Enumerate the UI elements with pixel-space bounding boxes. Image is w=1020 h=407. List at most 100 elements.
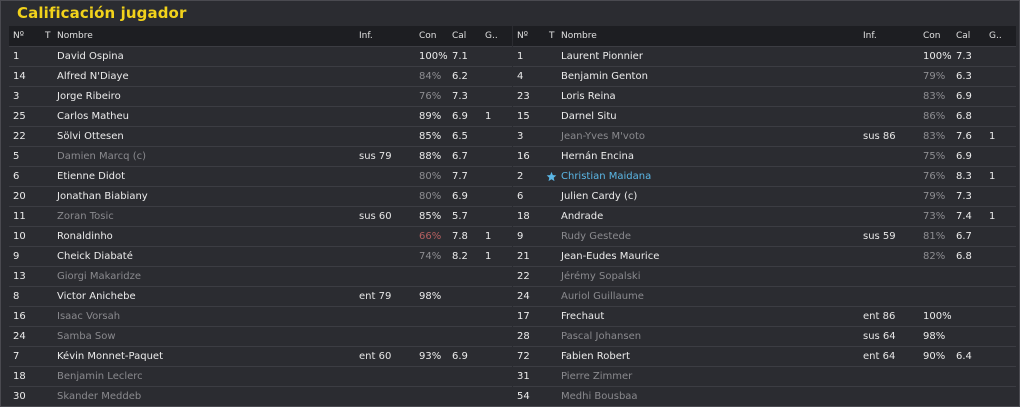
player-name[interactable]: Fabien Robert — [561, 351, 630, 362]
player-row[interactable]: 1 David Ospina 100% 7.1 — [9, 46, 512, 66]
col-header-cal[interactable]: Cal — [956, 31, 971, 41]
player-row[interactable]: 9 Cheick Diabaté 74% 8.2 1 — [9, 246, 512, 266]
player-name[interactable]: Jorge Ribeiro — [57, 91, 121, 102]
col-header-number[interactable]: Nº — [13, 31, 24, 41]
player-rating: 6.9 — [452, 111, 468, 122]
col-header-inf[interactable]: Inf. — [863, 31, 877, 41]
player-condition: 84% — [419, 71, 442, 82]
player-name[interactable]: Carlos Matheu — [57, 111, 130, 122]
player-row[interactable]: 20 Jonathan Biabiany 80% 6.9 — [9, 186, 512, 206]
player-name[interactable]: David Ospina — [57, 51, 124, 62]
player-name[interactable]: Laurent Pionnier — [561, 51, 643, 62]
player-row[interactable]: 24 Auriol Guillaume — [513, 286, 1016, 306]
player-number: 9 — [517, 231, 524, 242]
player-name[interactable]: Medhi Bousbaa — [561, 391, 638, 402]
player-number: 23 — [517, 91, 530, 102]
col-header-t[interactable]: T — [45, 31, 51, 41]
player-row[interactable]: 16 Hernán Encina 75% 6.9 — [513, 146, 1016, 166]
player-row[interactable]: 3 Jorge Ribeiro 76% 7.3 — [9, 86, 512, 106]
player-name[interactable]: Etienne Didot — [57, 171, 126, 182]
player-name[interactable]: Ronaldinho — [57, 231, 113, 242]
player-row[interactable]: 22 Sölvi Ottesen 85% 6.5 — [9, 126, 512, 146]
player-name[interactable]: Victor Anichebe — [57, 291, 136, 302]
player-name[interactable]: Frechaut — [561, 311, 605, 322]
player-name[interactable]: Darnel Situ — [561, 111, 617, 122]
player-row[interactable]: 28 Pascal Johansen sus 64 98% — [513, 326, 1016, 346]
col-header-name[interactable]: Nombre — [561, 31, 597, 41]
player-row[interactable]: 30 Skander Meddeb — [9, 386, 512, 406]
player-row[interactable]: 5 Damien Marcq (c) sus 79 88% 6.7 — [9, 146, 512, 166]
player-name[interactable]: Loris Reina — [561, 91, 616, 102]
player-row[interactable]: 14 Alfred N'Diaye 84% 6.2 — [9, 66, 512, 86]
player-row[interactable]: 72 Fabien Robert ent 64 90% 6.4 — [513, 346, 1016, 366]
col-header-inf[interactable]: Inf. — [359, 31, 373, 41]
player-name[interactable]: Damien Marcq (c) — [57, 151, 146, 162]
player-row[interactable]: 1 Laurent Pionnier 100% 7.3 — [513, 46, 1016, 66]
player-name[interactable]: Andrade — [561, 211, 604, 222]
player-name[interactable]: Samba Sow — [57, 331, 116, 342]
player-name[interactable]: Rudy Gestede — [561, 231, 631, 242]
player-name[interactable]: Cheick Diabaté — [57, 251, 133, 262]
col-header-t[interactable]: T — [549, 31, 555, 41]
player-row[interactable]: 10 Ronaldinho 66% 7.8 1 — [9, 226, 512, 246]
player-info: sus 60 — [359, 211, 392, 222]
player-row[interactable]: 7 Kévin Monnet-Paquet ent 60 93% 6.9 — [9, 346, 512, 366]
player-row[interactable]: 18 Benjamin Leclerc — [9, 366, 512, 386]
player-number: 2 — [517, 171, 524, 182]
player-name[interactable]: Pierre Zimmer — [561, 371, 633, 382]
col-header-con[interactable]: Con — [419, 31, 437, 41]
player-name[interactable]: Auriol Guillaume — [561, 291, 644, 302]
player-row[interactable]: 24 Samba Sow — [9, 326, 512, 346]
player-name[interactable]: Julien Cardy (c) — [561, 191, 638, 202]
table-header: Nº T Nombre Inf. Con Cal G.. — [513, 26, 1016, 46]
player-row[interactable]: 16 Isaac Vorsah — [9, 306, 512, 326]
player-name[interactable]: Sölvi Ottesen — [57, 131, 124, 142]
player-name[interactable]: Hernán Encina — [561, 151, 634, 162]
player-row[interactable]: 25 Carlos Matheu 89% 6.9 1 — [9, 106, 512, 126]
player-row[interactable]: 11 Zoran Tosic sus 60 85% 5.7 — [9, 206, 512, 226]
player-info: sus 79 — [359, 151, 392, 162]
player-row[interactable]: 54 Medhi Bousbaa — [513, 386, 1016, 406]
col-header-number[interactable]: Nº — [517, 31, 528, 41]
player-name[interactable]: Jonathan Biabiany — [57, 191, 148, 202]
player-number: 3 — [13, 91, 20, 102]
player-row[interactable]: 17 Frechaut ent 86 100% — [513, 306, 1016, 326]
player-row[interactable]: 6 Julien Cardy (c) 79% 7.3 — [513, 186, 1016, 206]
player-row[interactable]: 18 Andrade 73% 7.4 1 — [513, 206, 1016, 226]
player-row[interactable]: 4 Benjamin Genton 79% 6.3 — [513, 66, 1016, 86]
col-header-cal[interactable]: Cal — [452, 31, 467, 41]
player-row[interactable]: 6 Etienne Didot 80% 7.7 — [9, 166, 512, 186]
col-header-goals[interactable]: G.. — [989, 31, 1002, 41]
player-name[interactable]: Giorgi Makaridze — [57, 271, 142, 282]
player-row[interactable]: 13 Giorgi Makaridze — [9, 266, 512, 286]
player-name[interactable]: Jean-Eudes Maurice — [561, 251, 660, 262]
player-row[interactable]: 22 Jérémy Sopalski — [513, 266, 1016, 286]
player-name[interactable]: Benjamin Leclerc — [57, 371, 143, 382]
player-row[interactable]: 3 Jean-Yves M'voto sus 86 83% 7.6 1 — [513, 126, 1016, 146]
player-row[interactable]: 31 Pierre Zimmer — [513, 366, 1016, 386]
col-header-name[interactable]: Nombre — [57, 31, 93, 41]
col-header-con[interactable]: Con — [923, 31, 941, 41]
player-name[interactable]: Jean-Yves M'voto — [561, 131, 646, 142]
player-row[interactable]: 2 Christian Maidana 76% 8.3 1 — [513, 166, 1016, 186]
player-name[interactable]: Pascal Johansen — [561, 331, 642, 342]
player-number: 14 — [13, 71, 26, 82]
player-name[interactable]: Benjamin Genton — [561, 71, 648, 82]
player-rating: 6.7 — [452, 151, 468, 162]
player-name[interactable]: Jérémy Sopalski — [561, 271, 641, 282]
player-name[interactable]: Zoran Tosic — [57, 211, 114, 222]
player-rating: 6.8 — [956, 251, 972, 262]
player-name[interactable]: Isaac Vorsah — [57, 311, 121, 322]
player-row[interactable]: 23 Loris Reina 83% 6.9 — [513, 86, 1016, 106]
player-name[interactable]: Christian Maidana — [561, 171, 652, 182]
player-number: 22 — [517, 271, 530, 282]
player-name[interactable]: Kévin Monnet-Paquet — [57, 351, 163, 362]
player-name[interactable]: Skander Meddeb — [57, 391, 142, 402]
player-row[interactable]: 8 Victor Anichebe ent 79 98% — [9, 286, 512, 306]
player-row[interactable]: 21 Jean-Eudes Maurice 82% 6.8 — [513, 246, 1016, 266]
player-row[interactable]: 15 Darnel Situ 86% 6.8 — [513, 106, 1016, 126]
player-row[interactable]: 9 Rudy Gestede sus 59 81% 6.7 — [513, 226, 1016, 246]
col-header-goals[interactable]: G.. — [485, 31, 498, 41]
player-name[interactable]: Alfred N'Diaye — [57, 71, 129, 82]
